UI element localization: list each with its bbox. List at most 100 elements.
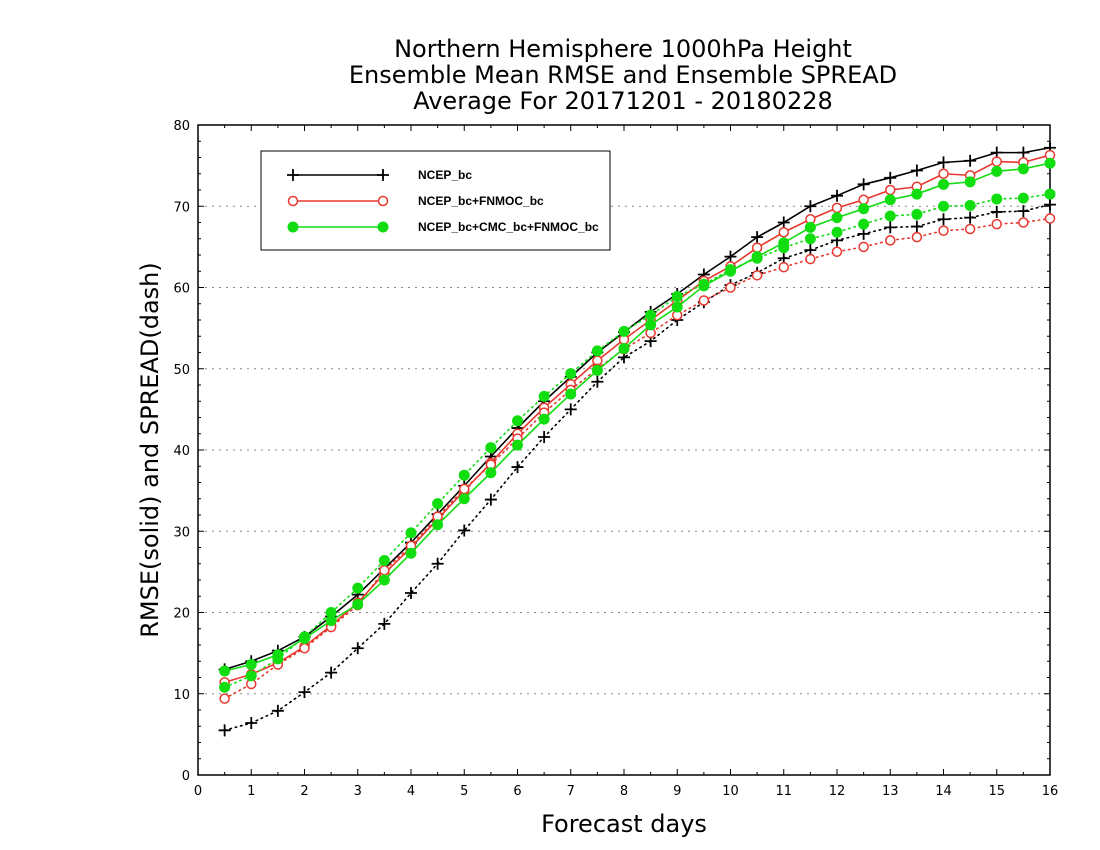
spread-point: [751, 270, 763, 281]
x-tick-label: 12: [829, 784, 846, 799]
rmse-point: [378, 574, 390, 586]
spread-point: [219, 681, 231, 693]
spread-point: [299, 643, 310, 654]
x-tick-label: 15: [988, 784, 1005, 799]
rmse-point: [1017, 163, 1029, 175]
rmse-point: [831, 202, 843, 214]
spread-point: [298, 686, 311, 699]
spread-point: [964, 211, 977, 224]
x-tick-label: 7: [567, 784, 575, 799]
legend-marker: [287, 169, 299, 181]
rmse-point: [884, 194, 896, 206]
spread-point: [858, 218, 870, 230]
spread-point: [805, 253, 816, 265]
spread-point: [378, 617, 391, 630]
spread-point: [271, 704, 284, 717]
rmse-point: [724, 250, 737, 263]
spread-point: [405, 527, 417, 539]
y-tick-label: 70: [173, 200, 190, 215]
spread-point: [1017, 205, 1030, 218]
spread-point: [831, 246, 843, 257]
legend-label: NCEP_bc+CMC_bc+FNMOC_bc: [418, 220, 599, 234]
y-tick-label: 20: [173, 607, 190, 622]
y-axis-label: RMSE(solid) and SPREAD(dash): [136, 262, 164, 638]
rmse-point: [991, 156, 1002, 167]
rmse-point: [777, 216, 790, 229]
spread-point: [831, 226, 843, 238]
x-tick-label: 13: [882, 784, 899, 799]
spread-point: [565, 368, 577, 380]
spread-point: [512, 415, 523, 427]
rmse-point: [591, 364, 603, 376]
rmse-point: [432, 519, 444, 531]
rmse-point: [512, 439, 523, 451]
spread-point: [1044, 198, 1056, 211]
rmse-point: [831, 189, 843, 202]
legend-marker: [377, 195, 389, 207]
x-tick-label: 3: [354, 784, 362, 799]
spread-point: [778, 261, 789, 273]
spread-point: [352, 582, 364, 594]
spread-point: [379, 565, 390, 576]
spread-point: [991, 218, 1002, 230]
x-tick-label: 9: [673, 784, 681, 799]
spread-point: [1018, 217, 1029, 228]
spread-point: [484, 493, 497, 506]
x-tick-label: 14: [935, 784, 952, 799]
y-tick-label: 50: [173, 363, 190, 378]
rmse-point: [911, 188, 923, 200]
legend-marker: [287, 221, 299, 233]
series-2: [219, 157, 1056, 693]
spread-point: [511, 461, 524, 474]
rmse-point: [751, 231, 764, 244]
title-line-2: Ensemble Mean RMSE and Ensemble SPREAD: [348, 61, 898, 89]
spread-point: [751, 252, 763, 264]
spread-point: [218, 724, 231, 737]
spread-point: [405, 587, 417, 599]
chart-title: Northern Hemisphere 1000hPa Height Ensem…: [0, 36, 1100, 114]
rmse-point: [857, 178, 870, 191]
spread-point: [885, 235, 896, 246]
rmse-point: [485, 467, 497, 479]
rmse-point: [405, 547, 417, 559]
rmse-point: [885, 184, 896, 196]
spread-point: [964, 199, 976, 211]
spread-point: [458, 469, 470, 481]
rmse-point: [831, 212, 843, 224]
rmse-point: [618, 342, 630, 354]
rmse-point: [964, 176, 976, 188]
spread-point: [990, 205, 1003, 218]
rmse-point: [538, 413, 550, 425]
x-tick-label: 2: [300, 784, 308, 799]
spread-point: [911, 231, 923, 243]
spread-point: [299, 631, 310, 643]
rmse-point: [938, 168, 949, 179]
spread-point: [564, 403, 577, 416]
spread-point: [938, 225, 949, 236]
spread-point: [884, 210, 896, 222]
rmse-point: [804, 200, 817, 213]
spread-point: [725, 264, 736, 276]
spread-point: [938, 200, 949, 212]
rmse-point: [804, 221, 816, 233]
y-tick-label: 0: [182, 769, 190, 784]
x-tick-label: 1: [247, 784, 255, 799]
spread-point: [884, 221, 897, 234]
x-tick-label: 10: [722, 784, 739, 799]
spread-line: [223, 217, 1051, 700]
spread-point: [778, 242, 790, 254]
spread-point: [378, 555, 390, 566]
spread-point: [804, 233, 816, 245]
spread-point: [618, 325, 630, 337]
rmse-point: [910, 164, 923, 177]
spread-point: [698, 278, 710, 290]
rmse-point: [1044, 157, 1056, 169]
rmse-point: [884, 171, 897, 184]
spread-point: [591, 375, 604, 388]
spread-point: [858, 241, 869, 253]
spread-point: [432, 498, 444, 510]
rmse-point: [352, 598, 364, 610]
spread-line: [223, 203, 1051, 732]
